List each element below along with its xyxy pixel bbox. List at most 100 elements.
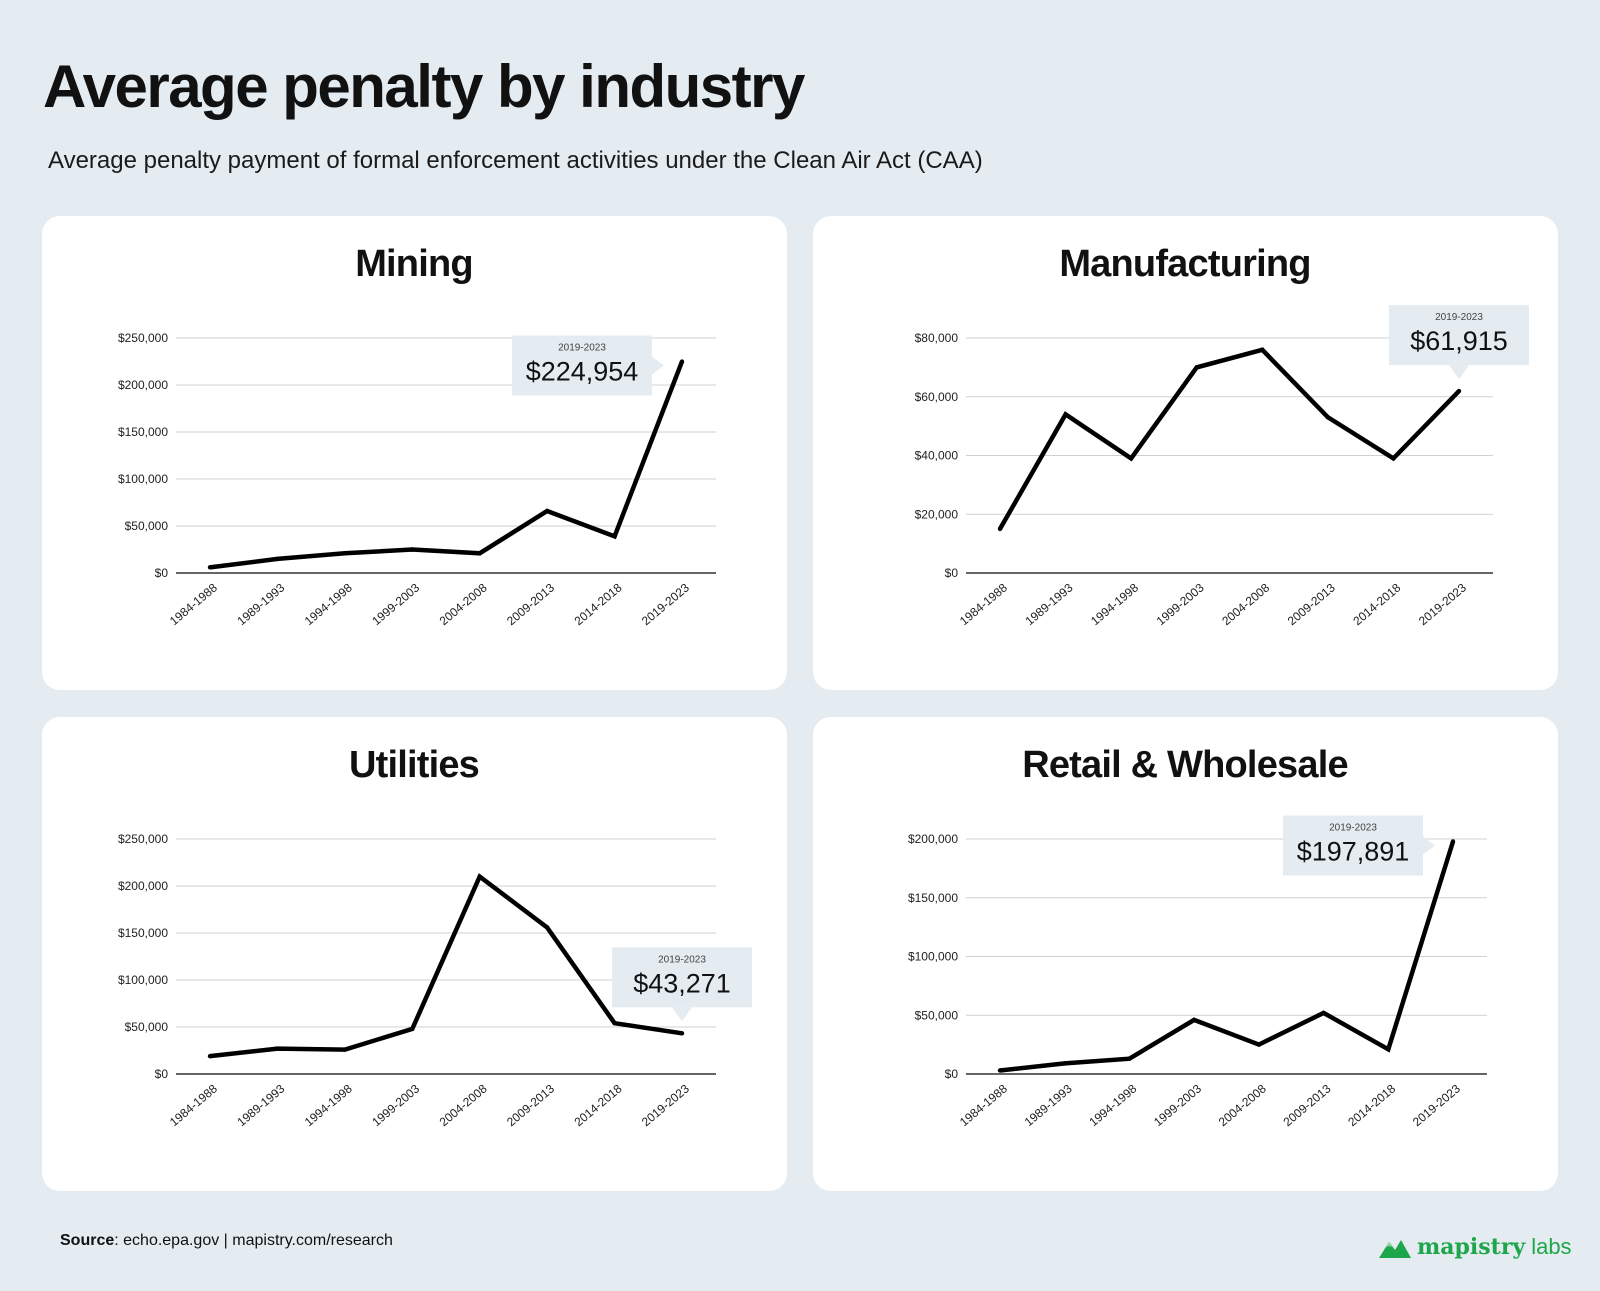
x-tick-label: 1999-2003 (369, 580, 422, 628)
x-tick-label: 1999-2003 (1154, 580, 1207, 628)
y-tick-label: $80,000 (915, 331, 959, 345)
x-tick-label: 1989-1993 (234, 580, 287, 628)
data-point (1260, 347, 1265, 352)
x-tick-label: 2014-2018 (1345, 1081, 1398, 1129)
x-tick-label: 1984-1988 (957, 1081, 1010, 1129)
data-point (1325, 415, 1331, 420)
x-tick-label: 1989-1993 (234, 1081, 287, 1129)
data-point (1063, 412, 1068, 417)
x-tick-label: 2019-2023 (639, 1081, 692, 1129)
callout-pointer (652, 356, 664, 375)
x-tick-label: 2019-2023 (639, 580, 692, 628)
page-title: Average penalty by industry (43, 53, 805, 120)
x-tick-label: 2004-2008 (437, 1081, 490, 1129)
x-tick-label: 1994-1998 (302, 1081, 355, 1129)
data-point (477, 551, 482, 556)
chart-title: Retail & Wholesale (1022, 744, 1348, 786)
data-point (997, 526, 1003, 532)
y-tick-label: $200,000 (118, 378, 168, 392)
x-tick-label: 2014-2018 (572, 580, 625, 628)
chart-title: Mining (355, 243, 473, 285)
data-point (679, 359, 685, 364)
y-tick-label: $250,000 (118, 832, 168, 846)
x-tick-label: 1984-1988 (167, 580, 220, 628)
chart-panel-manufacturing: Manufacturing $0 $20,000 $40,000 $60,000 $80,… (813, 216, 1558, 690)
callout-pointer (1423, 836, 1435, 855)
data-point (1127, 1056, 1132, 1061)
series-line (209, 873, 683, 1059)
data-point (612, 534, 617, 539)
data-point (410, 1026, 415, 1032)
y-tick-label: $100,000 (118, 472, 168, 486)
series-line (998, 347, 1461, 531)
data-point (1062, 1061, 1067, 1066)
y-tick-label: $40,000 (915, 449, 959, 463)
data-point (612, 1021, 617, 1026)
y-tick-label: $0 (155, 566, 169, 580)
series-line (209, 360, 685, 570)
data-point (207, 1053, 213, 1059)
y-tick-label: $200,000 (908, 832, 958, 846)
callout-value: $61,915 (1410, 326, 1508, 356)
data-point (1386, 1047, 1391, 1052)
y-tick-label: $150,000 (118, 425, 168, 439)
line-chart: Manufacturing $0 $20,000 $40,000 $60,000 $80,… (915, 243, 1529, 628)
value-callout: 2019-2023 $61,915 (1389, 305, 1529, 380)
chart-panel-retail-wholesale: Retail & Wholesale $0 $50,000 $100,000 $150,… (813, 717, 1558, 1191)
mountain-icon (1379, 1240, 1411, 1258)
callout-pointer (1449, 365, 1469, 380)
data-point (997, 1068, 1003, 1073)
data-point (342, 551, 348, 556)
callout-label: 2019-2023 (1435, 312, 1483, 323)
x-tick-label: 2009-2013 (1281, 1081, 1334, 1129)
line-chart: Utilities $0 $50,000 $100,000 $150,000 $200,0… (118, 744, 752, 1129)
mapistry-logo: mapistry labs (1379, 1234, 1572, 1260)
y-tick-label: $60,000 (915, 390, 959, 404)
chart-title: Manufacturing (1059, 243, 1310, 285)
data-point (1191, 1017, 1197, 1023)
data-point (207, 565, 213, 570)
chart-title: Utilities (349, 744, 479, 786)
y-tick-label: $50,000 (125, 519, 169, 533)
callout-box (1283, 815, 1423, 876)
data-point (275, 556, 280, 562)
line-chart: Mining $0 $50,000 $100,000 $150,000 $200,000 $… (118, 243, 716, 628)
y-tick-label: $0 (155, 1067, 169, 1081)
x-tick-label: 2004-2008 (1216, 1081, 1269, 1129)
x-tick-label: 1999-2003 (369, 1081, 422, 1129)
callout-label: 2019-2023 (658, 954, 706, 965)
data-point (1321, 1010, 1326, 1016)
callout-value: $197,891 (1297, 836, 1410, 866)
data-point (275, 1046, 280, 1051)
x-tick-label: 1984-1988 (957, 580, 1010, 628)
data-point (544, 508, 550, 514)
x-tick-label: 2004-2008 (437, 580, 490, 628)
value-callout: 2019-2023 $224,954 (512, 335, 664, 396)
y-tick-label: $150,000 (118, 926, 168, 940)
x-tick-label: 2019-2023 (1416, 580, 1469, 628)
data-point (1456, 388, 1462, 394)
callout-label: 2019-2023 (558, 343, 606, 354)
logo-subtext: labs (1531, 1234, 1572, 1259)
data-point (1256, 1042, 1262, 1047)
source-label: Source (60, 1232, 115, 1249)
data-point (1391, 456, 1396, 461)
x-tick-label: 2009-2013 (1285, 580, 1338, 628)
callout-value: $224,954 (526, 357, 639, 387)
x-tick-label: 1989-1993 (1022, 1081, 1075, 1129)
y-tick-label: $20,000 (915, 507, 959, 521)
y-tick-label: $100,000 (908, 950, 958, 964)
data-point (1450, 839, 1456, 844)
chart-panel-utilities: Utilities $0 $50,000 $100,000 $150,000 $200,0… (42, 717, 787, 1191)
data-point (410, 547, 415, 552)
source-text: : echo.epa.gov | mapistry.com/research (114, 1232, 393, 1249)
y-tick-label: $50,000 (915, 1008, 959, 1022)
x-tick-label: 1989-1993 (1023, 580, 1076, 628)
x-tick-label: 2014-2018 (1350, 580, 1403, 628)
x-tick-label: 1994-1998 (1088, 580, 1141, 628)
value-callout: 2019-2023 $197,891 (1283, 815, 1435, 876)
source-note: Source: echo.epa.gov | mapistry.com/rese… (60, 1232, 393, 1250)
callout-box (1389, 305, 1529, 366)
y-tick-label: $200,000 (118, 879, 168, 893)
y-tick-label: $50,000 (125, 1020, 169, 1034)
